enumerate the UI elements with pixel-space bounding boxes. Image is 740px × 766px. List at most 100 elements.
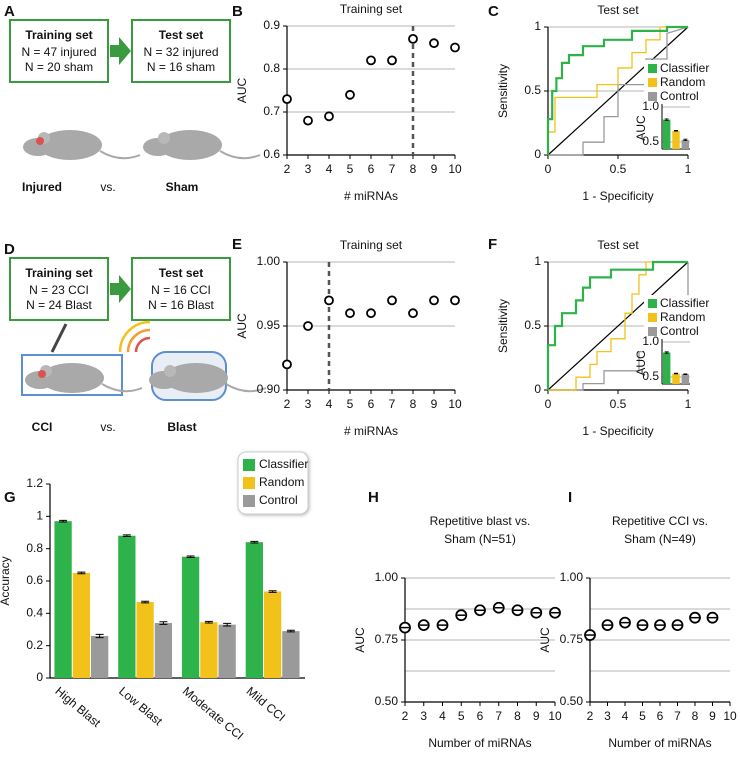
legend-label: Classifier <box>259 457 308 471</box>
chart-title: Training set <box>340 2 403 16</box>
x-tick-label: 0 <box>545 397 552 411</box>
x-tick-label: 4 <box>439 709 446 723</box>
box-title: Training set <box>25 266 92 280</box>
box-line: N = 32 injured <box>143 45 218 59</box>
injury-dot <box>38 370 46 378</box>
inset-y-label: AUC <box>634 115 648 141</box>
error-bar <box>268 590 277 593</box>
y-tick-label: 0.95 <box>257 318 281 332</box>
y-tick-label: 0.7 <box>263 104 280 118</box>
group-label: Sham <box>166 180 199 194</box>
legend-swatch <box>648 299 657 308</box>
y-tick-label: 1.00 <box>375 570 399 584</box>
x-tick-label: Mild CCI <box>244 684 288 724</box>
chart-title: Training set <box>340 238 403 252</box>
mouse-body <box>158 130 222 160</box>
panel-letter: A <box>4 3 15 20</box>
point <box>324 111 334 122</box>
blast-wave <box>134 336 151 353</box>
x-tick-label: 2 <box>402 709 409 723</box>
box-line: N = 16 CCI <box>151 283 211 297</box>
chart-title: Test set <box>597 3 639 17</box>
legend-label: Control <box>660 324 699 338</box>
x-tick-label: 3 <box>420 709 427 723</box>
box-line: N = 23 CCI <box>29 283 89 297</box>
x-tick-label: 7 <box>389 397 396 411</box>
bar <box>200 622 218 678</box>
x-tick-label: 10 <box>448 162 462 176</box>
set-box <box>131 257 231 321</box>
y-axis-label: Accuracy <box>0 556 12 605</box>
x-tick-label: 7 <box>389 162 396 176</box>
blast-wave <box>118 320 151 353</box>
inset-bar <box>672 130 680 149</box>
error-bar <box>250 540 259 544</box>
y-tick-label: 1.00 <box>560 570 584 584</box>
x-tick-label: 5 <box>639 709 646 723</box>
bar <box>263 591 282 678</box>
y-tick-label: 0.8 <box>263 61 280 75</box>
x-tick-label: 8 <box>410 397 417 411</box>
point <box>387 55 397 66</box>
inset-error-bar <box>683 138 688 141</box>
y-tick-label: 0.8 <box>26 541 43 555</box>
bar <box>72 572 91 678</box>
x-tick-label: 5 <box>347 162 354 176</box>
point <box>408 308 418 319</box>
x-tick-label: 9 <box>709 709 716 723</box>
mouse-tail <box>219 150 261 160</box>
panel-letter: F <box>488 236 497 253</box>
x-tick-label: 3 <box>305 162 312 176</box>
x-axis-label: # miRNAs <box>344 189 398 203</box>
point <box>408 34 418 44</box>
panel-letter: E <box>232 236 242 253</box>
x-tick-label: 10 <box>548 709 562 723</box>
roc-curve <box>548 261 688 391</box>
point <box>429 295 439 306</box>
error-bar <box>286 629 295 633</box>
point <box>366 308 376 319</box>
injury-dot <box>36 137 44 145</box>
set-box <box>9 257 109 321</box>
x-tick-label: 2 <box>284 162 291 176</box>
y-tick-label: 1.2 <box>26 476 43 490</box>
y-axis-label: AUC <box>235 313 249 339</box>
cci-platform <box>21 354 123 396</box>
x-tick-label: 8 <box>514 709 521 723</box>
x-tick-label: High Blast <box>52 684 103 730</box>
group-label: Blast <box>167 420 196 434</box>
y-tick-label: 0.2 <box>26 638 43 652</box>
y-tick-label: 0 <box>534 382 541 396</box>
panel-letter: I <box>568 489 572 506</box>
point <box>282 94 292 104</box>
blast-wave <box>126 328 151 353</box>
error-bar <box>95 633 104 639</box>
y-tick-label: 1 <box>534 254 541 268</box>
point <box>345 89 355 100</box>
x-axis-label: 1 - Specificity <box>582 424 653 438</box>
x-tick-label: 1 <box>685 162 692 176</box>
bar <box>118 535 136 678</box>
x-tick-label: 10 <box>448 397 462 411</box>
x-tick-label: 9 <box>431 397 438 411</box>
set-box <box>9 19 109 83</box>
x-tick-label: 3 <box>305 397 312 411</box>
y-tick-label: 1 <box>36 509 43 523</box>
x-tick-label: 9 <box>431 162 438 176</box>
legend-label: Control <box>660 89 699 103</box>
legend-label: Random <box>660 75 705 89</box>
roc-curve <box>547 26 688 155</box>
box-title: Training set <box>25 28 92 42</box>
error-bar <box>159 621 168 625</box>
x-axis-label: 1 - Specificity <box>582 189 653 203</box>
panel-letter: G <box>4 489 16 506</box>
mouse-tail <box>225 383 267 393</box>
point <box>324 295 334 306</box>
x-tick-label: 0 <box>545 162 552 176</box>
legend-label: Control <box>259 493 298 507</box>
y-tick-label: 0.90 <box>257 382 281 396</box>
y-tick-label: 0.50 <box>375 694 399 708</box>
roc-curve <box>546 260 688 390</box>
